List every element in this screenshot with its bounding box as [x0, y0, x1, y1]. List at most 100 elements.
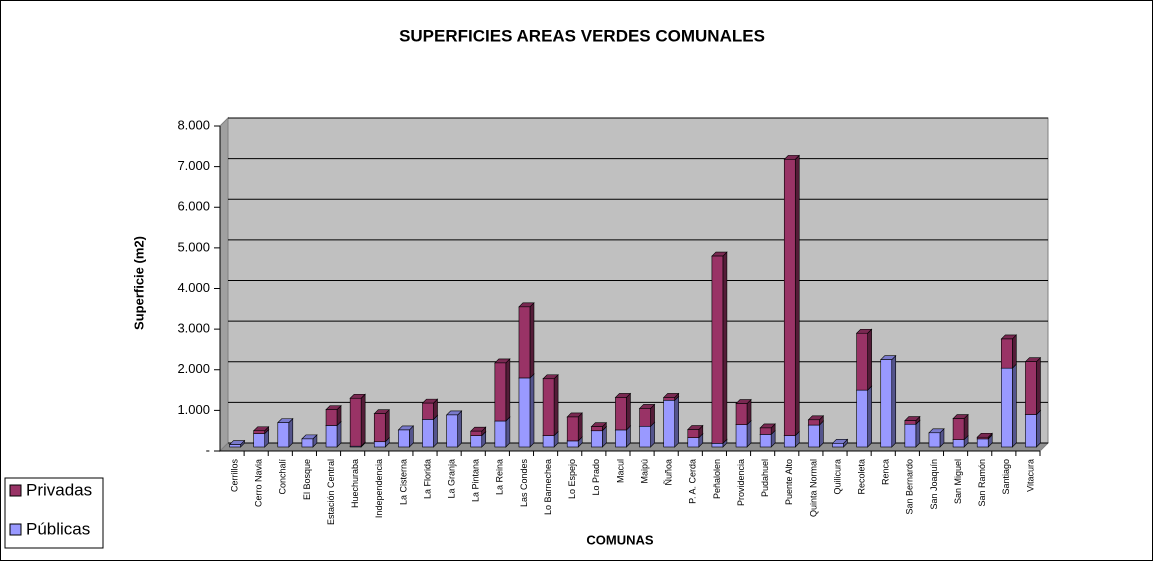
x-tick-label: Lo Prado [591, 459, 601, 496]
x-tick-label: Cerrillos [229, 459, 239, 493]
bar [301, 438, 314, 448]
bar [735, 403, 748, 425]
chart-title: SUPERFICIES AREAS VERDES COMUNALES [399, 26, 765, 45]
x-tick-label: San Joaquín [929, 459, 939, 510]
y-tick-label: 3.000 [177, 321, 210, 336]
bar-side [1012, 334, 1017, 369]
x-tick-label: Renca [881, 459, 891, 485]
bar-side [336, 420, 342, 448]
bar [349, 397, 362, 447]
bar-side [1036, 409, 1041, 448]
bar [518, 306, 531, 379]
bar [687, 429, 700, 438]
bar-side [867, 328, 872, 391]
legend-swatch [9, 523, 22, 536]
x-tick-label: Macul [615, 459, 625, 483]
x-tick-label: Santiago [1001, 459, 1011, 495]
bar-side [577, 412, 583, 442]
bar [952, 418, 965, 440]
x-tick-label: La Florida [422, 459, 432, 499]
x-tick-label: El Bosque [302, 459, 312, 500]
bar-side [288, 417, 294, 448]
x-tick-label: Puente Alto [784, 459, 794, 505]
bar-side [505, 416, 511, 448]
legend-swatch [9, 484, 22, 497]
y-tick-label: 7.000 [177, 158, 210, 173]
bar [711, 443, 724, 448]
bar [808, 419, 820, 426]
x-tick-label: Ñuñoa [664, 459, 674, 486]
bar [325, 409, 338, 426]
bar [976, 436, 989, 440]
y-tick-label: 6.000 [177, 199, 210, 214]
bar [759, 434, 772, 448]
x-tick-label: Las Condes [519, 459, 529, 508]
bar [566, 416, 579, 442]
bar [1001, 367, 1013, 448]
bar [373, 441, 386, 448]
x-tick-label: Conchalí [278, 459, 288, 495]
bar-side [1036, 356, 1041, 416]
x-tick-label: Quinta Normal [808, 459, 818, 517]
bar [253, 430, 265, 434]
y-tick-label: 4.000 [177, 280, 210, 295]
x-tick-label: Peñalolen [712, 459, 722, 499]
x-tick-label: Independencia [374, 459, 384, 518]
y-axis-label: Superficie (m2) [131, 236, 146, 330]
legend-label: Públicas [26, 519, 90, 538]
x-tick-label: La Cisterna [398, 459, 408, 505]
x-tick-label: Pudahuel [760, 459, 770, 497]
y-tick-label: - [206, 442, 210, 457]
bar [566, 440, 579, 448]
x-tick-label: San Miguel [953, 459, 963, 504]
bar-side [819, 420, 824, 448]
x-tick-label: P. A. Cerda [688, 459, 698, 504]
x-tick-label: Vitacura [1025, 459, 1035, 492]
bar-side [867, 385, 872, 448]
bar [542, 435, 555, 448]
x-tick-label: Providencia [736, 459, 746, 506]
bar [591, 430, 603, 448]
bar [542, 378, 555, 436]
bar [229, 444, 241, 448]
bar-side [384, 408, 390, 443]
bar [253, 433, 265, 448]
bar-side [553, 374, 559, 437]
plot-side-wall [219, 116, 229, 453]
bar [663, 399, 675, 448]
bar [808, 424, 820, 448]
bar [277, 422, 290, 448]
bar-side [794, 154, 800, 437]
x-tick-label: Lo Barnechea [543, 459, 553, 515]
bar [373, 413, 386, 443]
bar [735, 424, 748, 448]
bar-side [674, 395, 679, 448]
bar [904, 423, 917, 448]
x-tick-label: Cerro Navia [254, 459, 264, 507]
bar [615, 429, 627, 448]
bar [663, 397, 675, 401]
bar [783, 159, 796, 436]
bar [880, 359, 893, 448]
bar-side [722, 251, 728, 445]
bar [783, 435, 796, 448]
bar-side [746, 419, 752, 448]
x-tick-label: La Granja [446, 459, 456, 499]
bar [687, 437, 700, 448]
bar [856, 332, 868, 391]
bar-side [457, 410, 462, 448]
bar-side [433, 414, 438, 448]
x-tick-label: Lo Espejo [567, 459, 577, 499]
bar [494, 362, 507, 422]
bar [398, 429, 410, 448]
y-tick-label: 8.000 [177, 117, 210, 132]
plot-floor [218, 442, 1050, 452]
bar [518, 377, 531, 448]
x-tick-label: Quilicura [832, 459, 842, 495]
bar-side [505, 358, 511, 422]
bar [759, 427, 772, 435]
bar [711, 255, 724, 444]
bar [494, 420, 507, 448]
y-tick-label: 5.000 [177, 239, 210, 254]
